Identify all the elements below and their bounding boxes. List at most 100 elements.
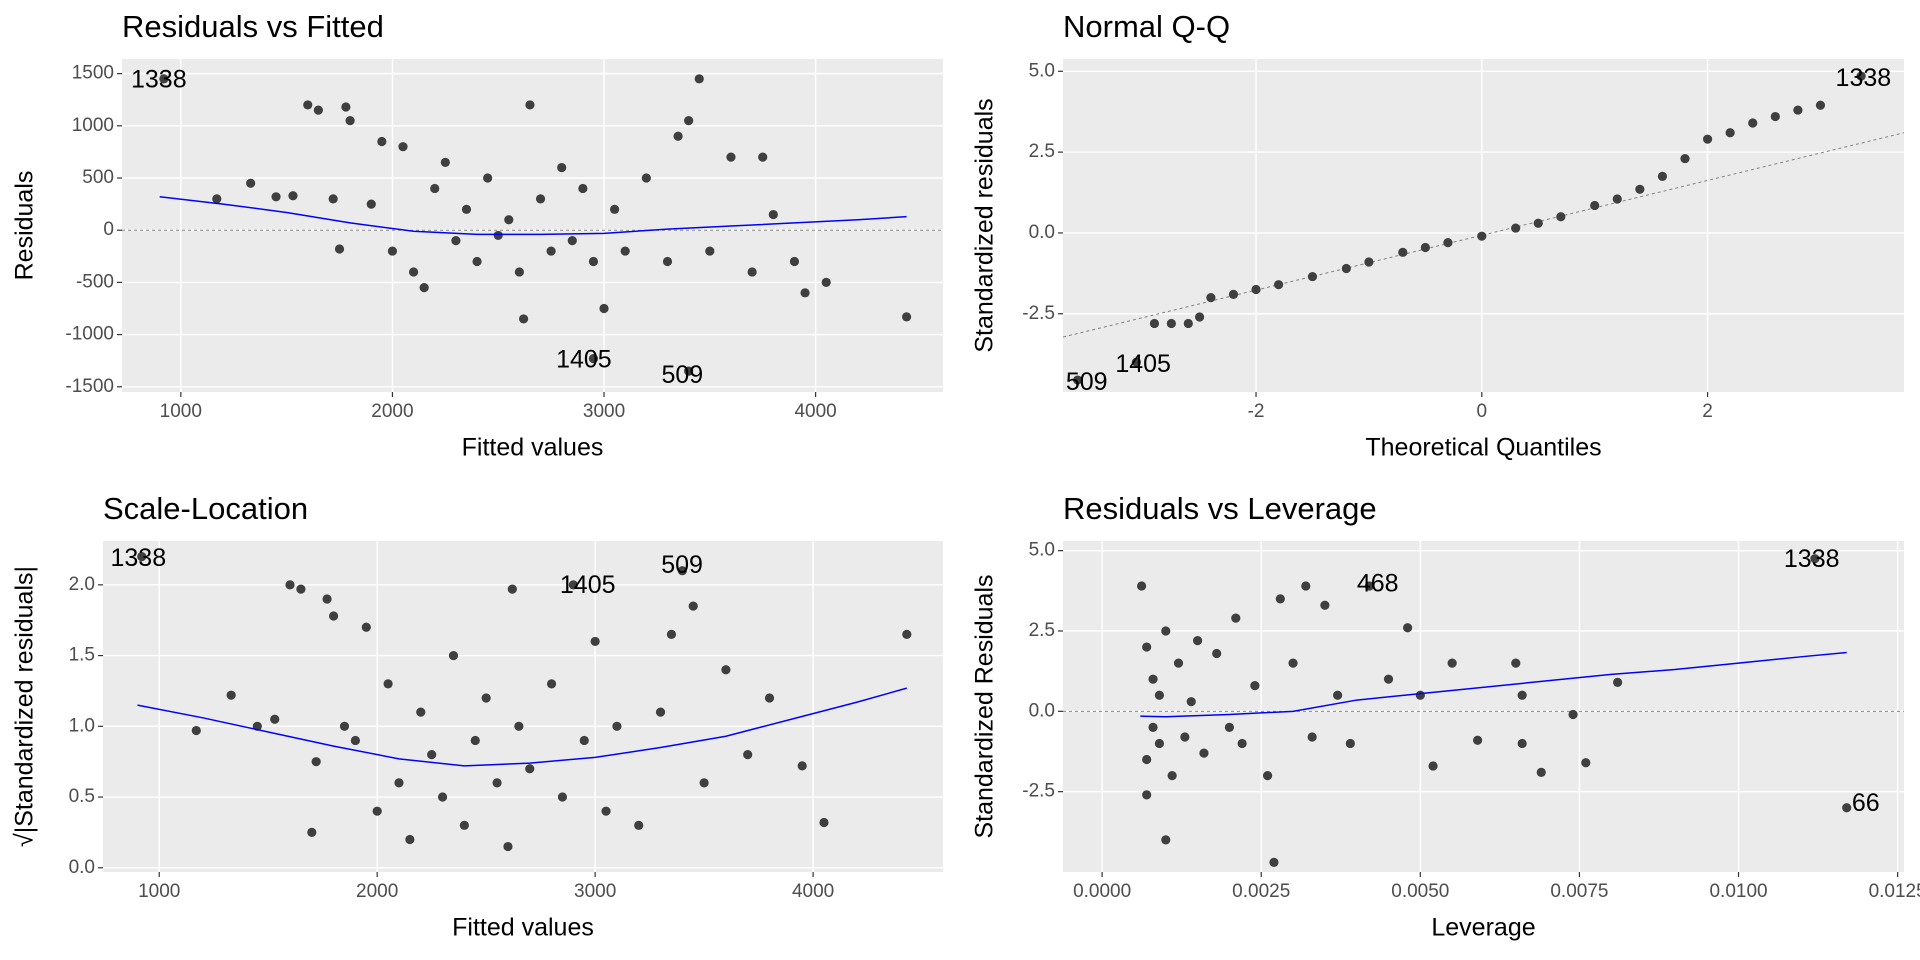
data-point xyxy=(1341,263,1351,274)
data-point xyxy=(430,183,440,194)
data-point xyxy=(1228,289,1239,299)
data-point xyxy=(677,566,687,576)
data-point xyxy=(610,204,620,214)
point-label: 509 xyxy=(1066,368,1108,396)
data-point xyxy=(350,735,360,746)
data-point xyxy=(366,199,376,209)
data-point xyxy=(519,314,529,324)
data-point xyxy=(797,761,807,771)
data-point xyxy=(361,622,371,632)
data-point xyxy=(1517,738,1527,749)
point-label: 468 xyxy=(1357,570,1399,598)
data-point xyxy=(620,246,630,256)
data-point xyxy=(1680,153,1690,164)
data-point xyxy=(514,267,524,277)
data-point xyxy=(507,584,517,594)
y-tick-label: 5.0 xyxy=(1029,540,1055,561)
data-point xyxy=(568,580,578,590)
data-point xyxy=(1856,71,1866,81)
data-point xyxy=(1173,658,1184,668)
data-point xyxy=(1333,690,1343,700)
panel-title: Scale-Location xyxy=(103,491,308,526)
data-point xyxy=(641,173,651,183)
data-point xyxy=(313,105,323,115)
data-point xyxy=(1810,554,1820,564)
data-point xyxy=(1161,835,1171,845)
data-point xyxy=(819,817,829,828)
data-point xyxy=(726,152,736,162)
data-point xyxy=(137,551,147,562)
panel: -2.5 0.0 2.5 5.0 0.0000 0.0025 0.0050 0.0075 0.0… xyxy=(971,491,1920,941)
data-point xyxy=(1186,697,1196,707)
data-point xyxy=(461,204,472,214)
data-point xyxy=(1167,770,1177,781)
data-point xyxy=(416,707,426,717)
point-label: 1405 xyxy=(556,345,612,373)
data-point xyxy=(1403,623,1413,633)
data-point xyxy=(673,131,683,141)
data-point xyxy=(1443,238,1453,248)
data-point xyxy=(546,246,556,256)
data-point xyxy=(1364,257,1374,267)
data-point xyxy=(398,142,408,152)
data-point xyxy=(408,267,419,277)
data-point xyxy=(599,303,609,314)
data-point xyxy=(1212,648,1222,659)
data-point xyxy=(578,183,588,194)
y-tick-label: 2.5 xyxy=(1029,141,1055,162)
y-tick-label: -500 xyxy=(76,271,114,292)
point-label: 509 xyxy=(661,551,703,579)
data-point xyxy=(212,194,222,204)
data-point xyxy=(483,173,493,183)
data-point xyxy=(1180,732,1190,742)
y-tick-label: 2.0 xyxy=(69,574,95,595)
data-point xyxy=(1568,709,1578,720)
data-point xyxy=(514,721,524,731)
data-point xyxy=(1556,212,1566,222)
y-axis-title: √|Standardized residuals| xyxy=(11,566,39,847)
data-point xyxy=(1842,803,1852,813)
data-point xyxy=(764,693,775,703)
x-tick-label: 3000 xyxy=(583,401,625,422)
data-point xyxy=(296,584,306,594)
data-point xyxy=(1237,738,1247,749)
panel-title: Normal Q-Q xyxy=(1063,9,1230,44)
y-axis-title: Residuals xyxy=(11,171,39,281)
data-point xyxy=(1477,231,1487,241)
plot-area xyxy=(122,74,943,376)
data-point xyxy=(419,283,429,293)
x-axis-title: Fitted values xyxy=(462,434,604,462)
x-tick-label: 0.0125 xyxy=(1869,881,1920,902)
data-point xyxy=(1142,642,1152,652)
data-point xyxy=(405,834,415,845)
y-tick-label: 0.0 xyxy=(1029,700,1055,721)
point-label: 1405 xyxy=(560,571,616,599)
data-point xyxy=(1581,758,1591,768)
data-point xyxy=(334,244,345,254)
data-point xyxy=(588,353,599,364)
data-point xyxy=(339,721,350,731)
plot-area xyxy=(137,551,912,852)
data-point xyxy=(758,152,768,162)
data-point xyxy=(341,102,351,112)
data-point xyxy=(721,665,731,675)
data-point xyxy=(655,707,666,717)
y-tick-label: 5.0 xyxy=(1029,60,1055,81)
data-point xyxy=(1307,271,1318,282)
y-tick-label: -1500 xyxy=(65,376,114,397)
smooth-line xyxy=(137,687,908,767)
data-point xyxy=(1183,318,1193,329)
plot-background xyxy=(122,59,943,392)
y-tick-label: 1500 xyxy=(72,63,114,84)
data-point xyxy=(590,636,600,647)
smooth-line xyxy=(1140,651,1847,718)
data-point xyxy=(448,650,459,661)
x-axis-title: Theoretical Quantiles xyxy=(1365,434,1601,462)
data-point xyxy=(688,601,698,611)
data-point xyxy=(191,725,201,736)
data-point xyxy=(768,209,778,220)
data-point xyxy=(1206,292,1216,303)
y-tick-label: 1000 xyxy=(72,115,114,136)
x-tick-label: 0.0100 xyxy=(1709,881,1767,902)
data-point xyxy=(1420,242,1430,253)
